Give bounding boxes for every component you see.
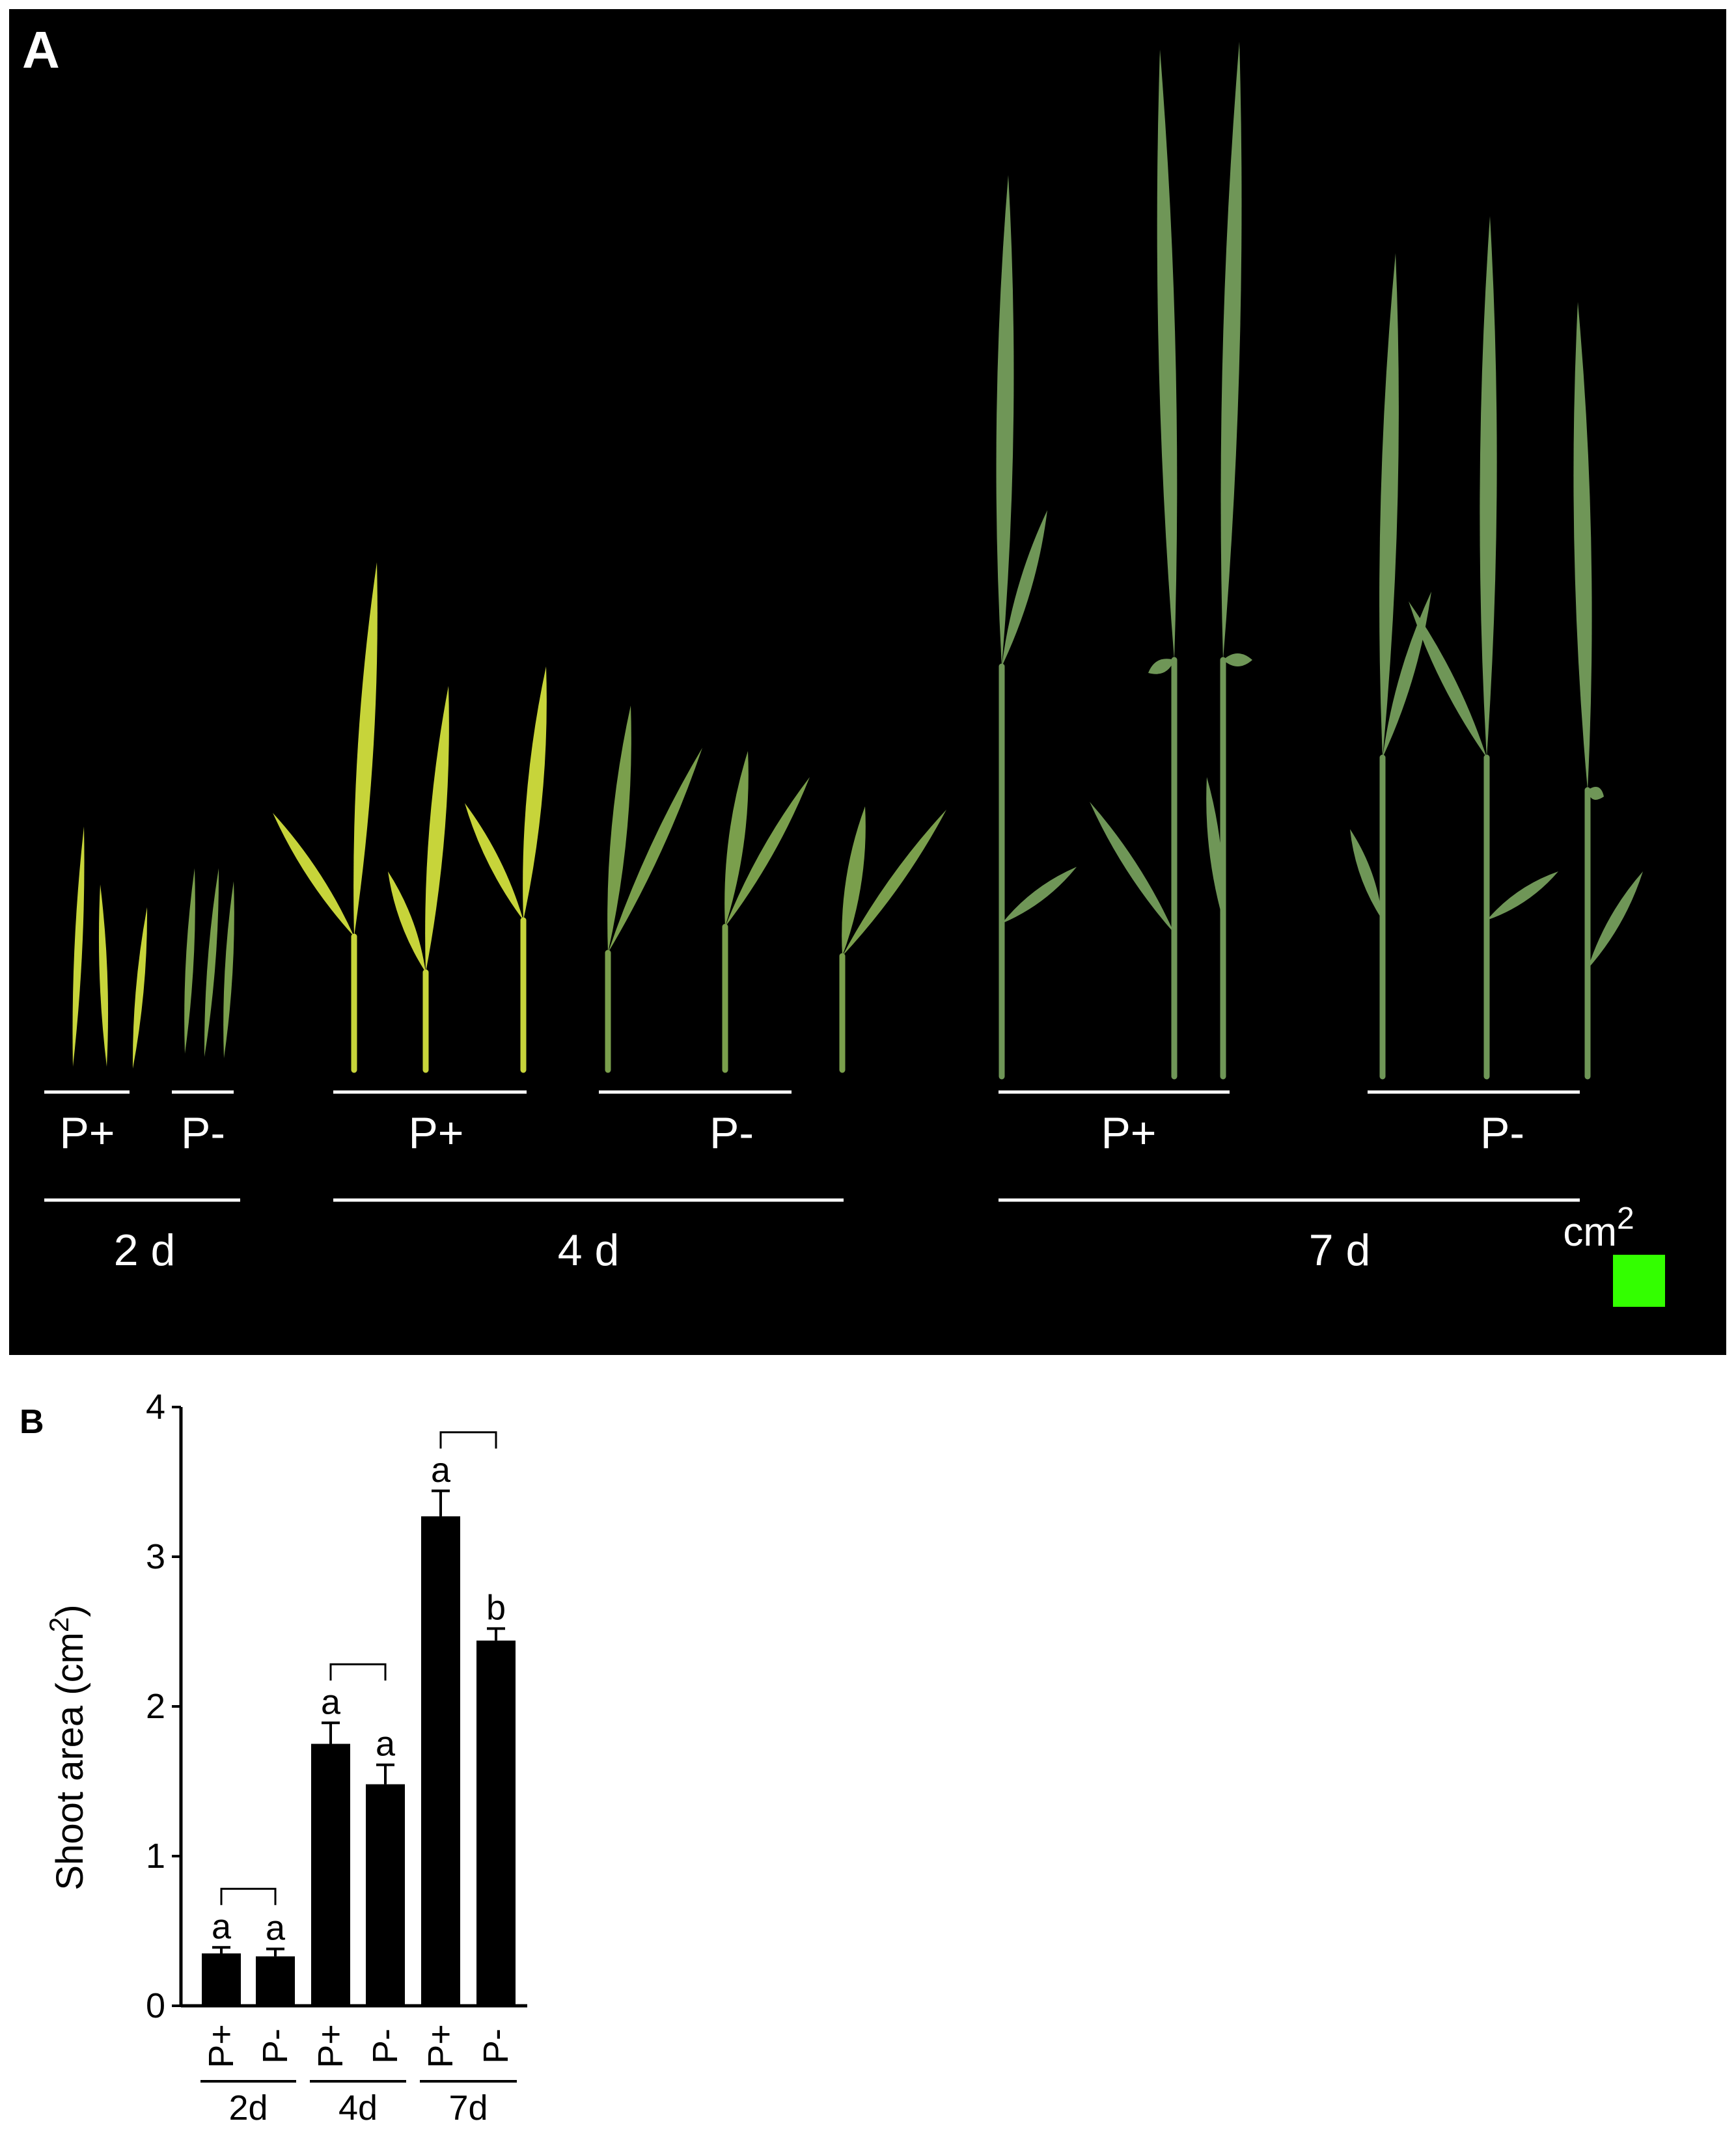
- x-tick-label: P+: [311, 2024, 350, 2068]
- seedling-side-leaf: [1383, 592, 1431, 758]
- seedling-side-leaf: [273, 813, 354, 937]
- bar: [202, 1953, 241, 2006]
- seedling-leaf: [1379, 253, 1399, 758]
- bar: [256, 1956, 295, 2006]
- seedling-leaf: [607, 705, 631, 953]
- seedling-leaf: [996, 175, 1014, 666]
- seedling-side-leaf: [388, 871, 426, 972]
- seedling-leaf: [1157, 49, 1178, 660]
- x-tick-label: P-: [256, 2029, 295, 2064]
- y-tick-label: 4: [146, 1388, 165, 1427]
- y-tick-label: 3: [146, 1537, 165, 1576]
- seedling-side-leaf: [608, 748, 702, 953]
- seedling-side-leaf: [842, 810, 946, 956]
- significance-letter: a: [376, 1725, 396, 1764]
- bar: [476, 1640, 516, 2006]
- seedling-side-leaf: [1002, 510, 1047, 666]
- label-4d-pplus: P+: [408, 1108, 463, 1158]
- seedling-leaf: [72, 827, 85, 1067]
- label-2d-pplus: P+: [59, 1108, 115, 1158]
- seedling-side-leaf: [1588, 787, 1604, 800]
- seedling-leaf: [204, 868, 219, 1057]
- bar: [311, 1744, 350, 2006]
- seedling-leaf: [98, 884, 109, 1067]
- label-7d-pminus: P-: [1480, 1108, 1524, 1158]
- panel-a-label: A: [22, 21, 60, 79]
- label-day-4d: 4 d: [558, 1225, 620, 1275]
- seedling-side-leaf: [465, 803, 523, 920]
- seedling-leaf: [523, 666, 547, 920]
- group-label: 2d: [228, 2088, 268, 2127]
- seedling-side-leaf: [1588, 871, 1643, 969]
- group-label: 7d: [448, 2088, 488, 2127]
- y-axis-label-base: Shoot area (cm: [49, 1632, 91, 1891]
- label-2d-pminus: P-: [181, 1108, 225, 1158]
- significance-letter: a: [212, 1907, 232, 1946]
- scale-square: [1613, 1255, 1665, 1307]
- x-tick-label: P+: [202, 2024, 241, 2068]
- y-tick-label: 0: [146, 1986, 165, 2025]
- significance-letter: a: [431, 1451, 451, 1490]
- x-tick-label: P+: [421, 2024, 460, 2068]
- seedling-side-leaf: [1350, 829, 1383, 920]
- y-tick-label: 2: [146, 1687, 165, 1726]
- seedling-leaf: [353, 562, 378, 937]
- label-4d-pminus: P-: [710, 1108, 754, 1158]
- seedling-leaf: [724, 751, 749, 927]
- seedling-side-leaf: [1090, 802, 1174, 933]
- scale-label: cm2: [1563, 1201, 1634, 1255]
- significance-letter: b: [486, 1588, 506, 1627]
- scale-label-exp: 2: [1617, 1201, 1634, 1236]
- seedling-leaf: [184, 868, 195, 1054]
- seedling-side-leaf: [725, 777, 810, 927]
- bar: [421, 1516, 460, 2006]
- seedling-leaf: [1220, 42, 1242, 660]
- shoot-area-chart: B 0 1 2 3 4 a P+ a P-a P+ a P-a P+ b P- 2d 4d 7d Shoot ar…: [20, 1388, 527, 2127]
- label-day-7d: 7 d: [1309, 1225, 1371, 1275]
- shoot-area-chart-panel: B 0 1 2 3 4 a P+ a P-a P+ a P-a P+ b P- 2d 4d 7d Shoot ar…: [0, 1355, 1736, 2134]
- seedling-side-leaf: [1148, 659, 1174, 674]
- scale-label-base: cm: [1563, 1210, 1617, 1255]
- seedling-leaf: [1480, 216, 1497, 758]
- y-tick-label: 1: [146, 1837, 165, 1876]
- comparison-bracket: [439, 1431, 497, 1449]
- seedling-photo-panel: A P+ P- P+ P- P+ P- 2 d 4 d 7 d cm2: [9, 9, 1726, 1355]
- seedling-leaf: [132, 907, 148, 1069]
- comparison-bracket: [329, 1663, 387, 1681]
- seedling-side-leaf: [1002, 867, 1077, 923]
- panel-b-label: B: [20, 1403, 44, 1441]
- label-day-2d: 2 d: [114, 1225, 176, 1275]
- seedlings: [72, 42, 1643, 1080]
- x-tick-label: P-: [476, 2029, 516, 2064]
- label-7d-pplus: P+: [1101, 1108, 1156, 1158]
- seedling-side-leaf: [1223, 653, 1252, 666]
- seedling-leaf: [842, 806, 866, 956]
- seedling-leaf: [425, 686, 449, 972]
- seedling-photo: A P+ P- P+ P- P+ P- 2 d 4 d 7 d cm2: [22, 21, 1665, 1307]
- y-axis-label-exp: 2: [44, 1617, 74, 1632]
- chart-plot: 0 1 2 3 4 a P+ a P-a P+ a P-a P+ b P- 2d 4d 7d: [146, 1388, 527, 2127]
- seedling-side-leaf: [1206, 777, 1224, 920]
- significance-letter: a: [266, 1909, 286, 1948]
- bar: [366, 1784, 405, 2006]
- significance-letter: a: [321, 1682, 341, 1721]
- seedling-side-leaf: [1409, 601, 1487, 758]
- seedling-side-leaf: [1487, 871, 1558, 920]
- seedling-leaf: [223, 881, 234, 1058]
- x-tick-label: P-: [366, 2029, 405, 2064]
- y-axis-label-close: ): [49, 1604, 91, 1617]
- comparison-bracket: [220, 1887, 277, 1906]
- group-label: 4d: [338, 2088, 378, 2127]
- y-axis-label: Shoot area (cm2): [44, 1604, 91, 1890]
- seedling-leaf: [1573, 302, 1592, 790]
